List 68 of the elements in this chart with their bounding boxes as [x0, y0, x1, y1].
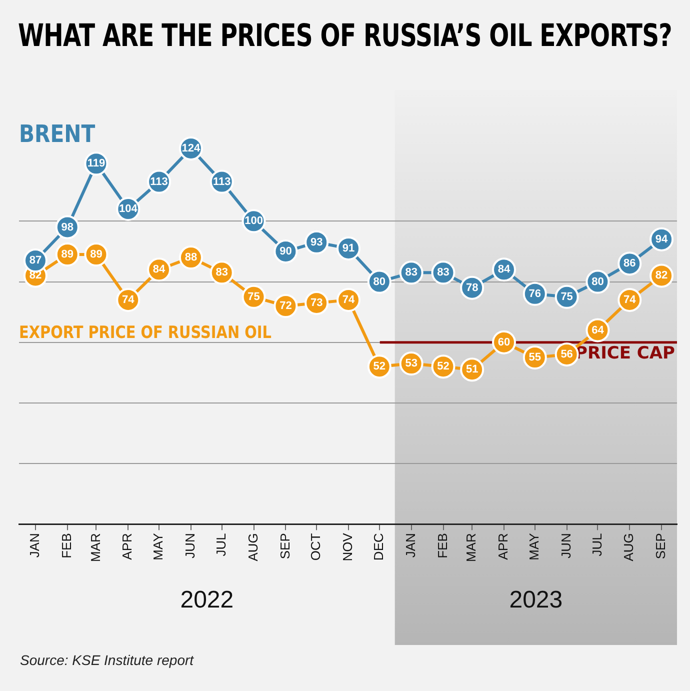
data-label: 75	[560, 290, 573, 303]
x-tick-label: JAN	[27, 533, 42, 558]
x-tick-label: MAR	[88, 533, 103, 562]
data-label: 80	[373, 276, 386, 288]
data-label: 74	[342, 294, 356, 306]
data-label: 91	[342, 242, 355, 254]
data-label: 75	[248, 290, 260, 303]
x-tick-label: AUG	[621, 533, 636, 562]
data-label: 73	[310, 297, 323, 309]
x-tick-label: APR	[120, 533, 135, 560]
source-note: Source: KSE Institute report	[20, 652, 194, 668]
data-label: 83	[405, 266, 418, 279]
data-label: 64	[592, 324, 605, 336]
data-label: 86	[624, 258, 636, 270]
data-label: 52	[373, 360, 386, 373]
data-label: 78	[466, 282, 478, 294]
data-label: 98	[61, 221, 74, 234]
data-label: 80	[592, 276, 604, 288]
data-label: 113	[150, 176, 168, 188]
x-tick-label: JAN	[402, 533, 418, 558]
data-label: 74	[122, 294, 136, 306]
x-tick-label: JUL	[589, 533, 604, 556]
series-label: EXPORT PRICE OF RUSSIAN OIL	[19, 322, 272, 342]
x-tick-label: DEC	[370, 533, 386, 561]
series-label: BRENT	[19, 120, 96, 148]
data-label: 84	[152, 264, 166, 276]
data-label: 72	[280, 300, 292, 312]
x-tick-label: JUN	[182, 533, 198, 558]
data-label: 56	[560, 348, 573, 360]
x-tick-label: MAR	[464, 533, 479, 562]
x-tick-label: JUN	[558, 533, 574, 558]
x-tick-label: SEP	[653, 533, 668, 560]
data-label: 83	[437, 266, 450, 279]
x-tick-label: OCT	[308, 533, 324, 561]
data-label: 89	[90, 248, 102, 261]
x-tick-label: MAY	[150, 532, 166, 560]
data-label: 104	[118, 203, 138, 216]
data-label: 74	[624, 294, 637, 306]
data-label: 51	[466, 364, 478, 376]
data-label: 124	[182, 142, 202, 154]
data-label: 87	[29, 254, 42, 267]
x-tick-label: SEP	[277, 533, 292, 560]
data-label: 119	[87, 158, 106, 170]
data-label: 94	[655, 233, 669, 246]
x-tick-label: AUG	[245, 533, 260, 562]
data-label: 90	[280, 246, 292, 258]
x-tick-label: JUL	[213, 533, 228, 556]
data-label: 60	[498, 336, 510, 348]
data-label: 76	[528, 288, 542, 300]
x-tick-label: FEB	[434, 533, 450, 558]
data-label: 83	[216, 266, 228, 279]
data-label: 89	[61, 248, 74, 261]
chart-title: WHAT ARE THE PRICES OF RUSSIA’S OIL EXPORTS?	[18, 18, 672, 54]
data-label: 55	[528, 352, 542, 364]
data-label: 53	[405, 358, 418, 370]
data-label: 82	[655, 270, 668, 282]
x-tick-label: NOV	[340, 532, 356, 562]
x-tick-label: MAY	[526, 532, 542, 560]
data-label: 113	[212, 176, 231, 188]
data-label: 88	[184, 252, 198, 264]
band-label: 2023	[509, 586, 563, 614]
data-label: 84	[498, 264, 511, 276]
x-tick-label: FEB	[58, 533, 74, 558]
data-label: 93	[310, 236, 323, 248]
x-tick-label: APR	[496, 533, 511, 560]
data-label: 100	[244, 215, 263, 228]
data-label: 52	[437, 360, 450, 373]
text: 2022	[180, 586, 234, 614]
